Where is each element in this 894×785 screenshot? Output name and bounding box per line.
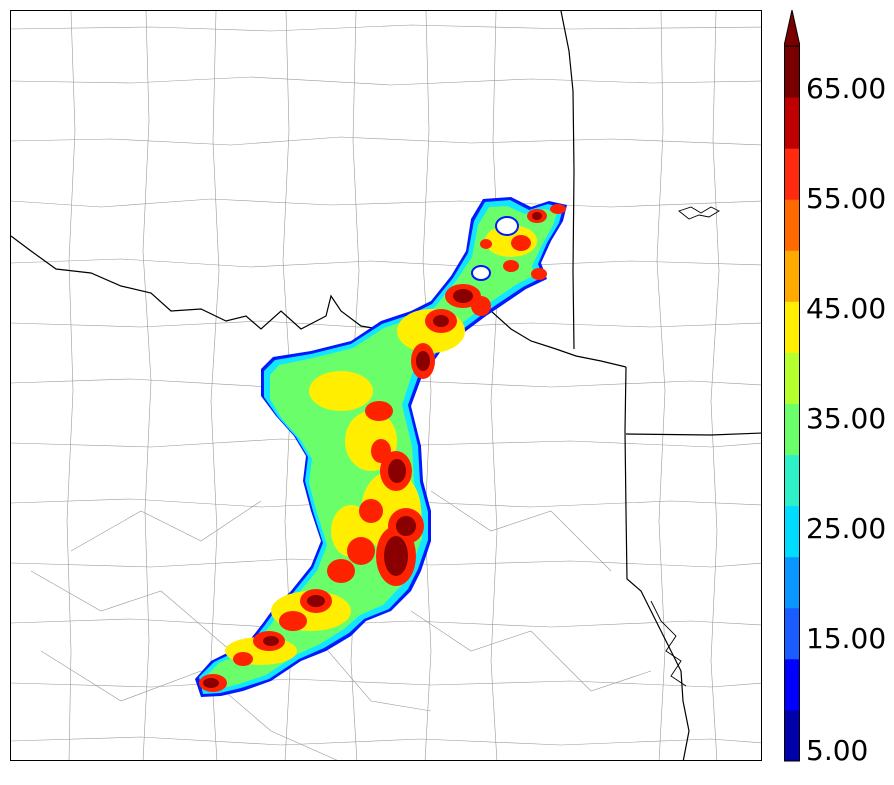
swath-holes xyxy=(471,216,519,281)
map-canvas xyxy=(11,11,761,760)
colorbar-band xyxy=(784,148,800,200)
east-border-south xyxy=(624,366,690,760)
colorbar-band xyxy=(784,352,800,404)
reflectivity-swath xyxy=(195,197,567,697)
colorbar-tick-label: 5.00 xyxy=(806,734,869,767)
colorbar-band xyxy=(784,46,800,98)
colorbar-band xyxy=(784,301,800,353)
map-panel xyxy=(10,10,762,761)
colorbar-band xyxy=(784,403,800,456)
east-border-north xyxy=(560,11,575,350)
swath-maroon-cells xyxy=(203,212,542,688)
colorbar-band xyxy=(784,709,800,762)
colorbar-band xyxy=(784,658,800,711)
colorbar-tick-label: 15.00 xyxy=(806,622,887,655)
colorbar-band xyxy=(784,505,800,558)
colorbar-band xyxy=(784,454,800,507)
colorbar-band xyxy=(784,607,800,660)
ark-la-border xyxy=(625,432,761,436)
colorbar-tick-label: 45.00 xyxy=(806,292,887,325)
colorbar-border xyxy=(784,45,800,762)
red-river-border xyxy=(11,235,627,368)
colorbar-band xyxy=(784,250,800,302)
colorbar-tick-label: 25.00 xyxy=(806,512,887,545)
colorbar-band xyxy=(784,556,800,609)
colorbar xyxy=(784,10,800,762)
colorbar-tick-label: 35.00 xyxy=(806,402,887,435)
state-boundaries xyxy=(11,11,761,760)
colorbar-band xyxy=(784,199,800,251)
colorbar-tick-label: 65.00 xyxy=(806,72,887,105)
colorbar-extend-arrow xyxy=(784,10,800,47)
colorbar-band xyxy=(784,97,800,149)
colorbar-tick-label: 55.00 xyxy=(806,182,887,215)
